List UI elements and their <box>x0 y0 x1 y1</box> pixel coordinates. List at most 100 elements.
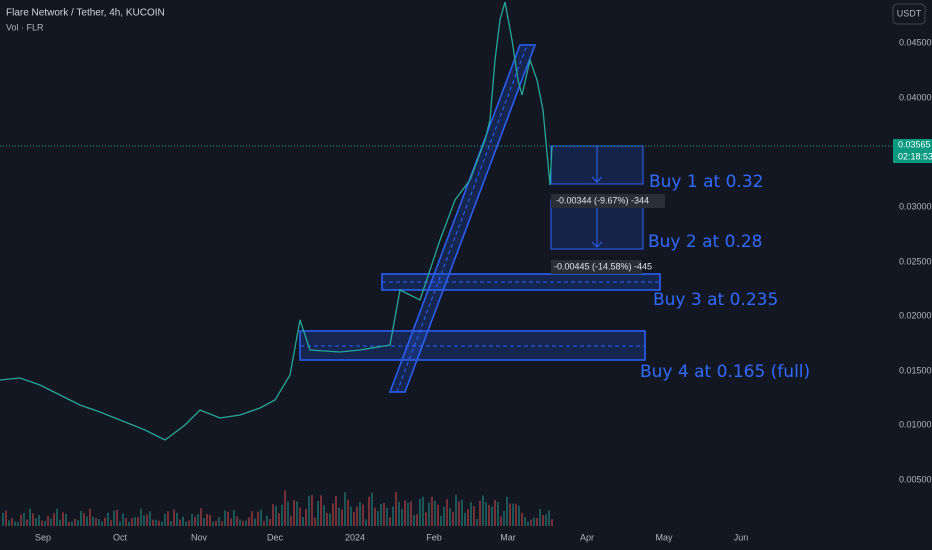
volume-bar <box>191 514 193 526</box>
volume-bar <box>344 492 346 526</box>
volume-bar <box>404 500 406 526</box>
time-label: Apr <box>580 532 594 542</box>
annotation: Buy 4 at 0.165 (full) <box>640 362 810 382</box>
volume-bar <box>464 512 466 526</box>
volume-bar <box>80 510 82 526</box>
volume-bar <box>236 516 238 526</box>
volume-bar <box>68 521 70 526</box>
volume-bar <box>338 507 340 526</box>
volume-bar <box>140 508 142 526</box>
volume-bar <box>479 500 481 526</box>
measure-label-box <box>551 194 665 208</box>
volume-bar <box>497 502 499 526</box>
price-label: 0.00500 <box>899 474 932 484</box>
volume-bar <box>182 516 184 526</box>
volume-bar <box>257 511 259 526</box>
volume-bar <box>50 518 52 526</box>
volume-bar <box>332 503 334 526</box>
volume-bar <box>260 509 262 526</box>
volume-bar <box>98 519 100 526</box>
volume-bar <box>263 521 265 526</box>
volume-bar <box>86 516 88 526</box>
time-label: May <box>655 532 673 542</box>
price-label: 0.04500 <box>899 37 932 47</box>
volume-bar <box>8 520 10 526</box>
volume-bar <box>47 515 49 526</box>
volume-bar <box>89 508 91 526</box>
volume-bar <box>356 506 358 526</box>
volume-bar <box>419 498 421 526</box>
currency[interactable]: USDT <box>897 8 922 18</box>
volume-bar <box>371 492 373 526</box>
volume-bar <box>527 521 529 526</box>
volume-bar <box>539 509 541 526</box>
volume-bar <box>185 521 187 526</box>
volume-bar <box>470 502 472 526</box>
time-label: Dec <box>267 532 284 542</box>
volume-bar <box>116 509 118 526</box>
volume-bar <box>194 516 196 526</box>
price-label: 0.01500 <box>899 365 932 375</box>
volume-bar <box>440 515 442 526</box>
volume-bar <box>170 521 172 526</box>
volume-bar <box>521 512 523 526</box>
volume-bar <box>467 509 469 526</box>
measurement: -0.00445 (-14.58%) -445 <box>554 261 652 271</box>
volume-bar <box>407 502 409 526</box>
volume-bar <box>110 520 112 526</box>
volume-bar <box>29 508 31 526</box>
volume-bar <box>401 509 403 526</box>
volume-bar <box>56 508 58 526</box>
volume-bar <box>350 506 352 526</box>
volume-bar <box>11 518 13 526</box>
channel-mid <box>396 44 528 393</box>
volume-bar <box>416 514 418 526</box>
time-label: Jun <box>734 532 749 542</box>
volume-bar <box>368 496 370 526</box>
volume-bar <box>317 501 319 526</box>
volume-bar <box>509 503 511 526</box>
annotation: Buy 1 at 0.32 <box>649 172 763 192</box>
volume-bar <box>410 501 412 526</box>
volume-bar <box>248 517 250 526</box>
volume-bar <box>428 502 430 526</box>
volume-bar <box>500 516 502 526</box>
time-label: Mar <box>500 532 516 542</box>
volume-bar <box>107 512 109 526</box>
volume-bar <box>518 505 520 526</box>
current-price: 0.03565 <box>898 139 931 149</box>
volume-bar <box>323 505 325 526</box>
volume-bar <box>38 514 40 526</box>
volume-bar <box>146 514 148 526</box>
volume-bar <box>143 515 145 526</box>
currency-button[interactable] <box>892 3 926 25</box>
volume-bar <box>494 500 496 526</box>
volume-bar <box>455 494 457 526</box>
volume-bar <box>71 521 73 526</box>
volume-bar <box>239 519 241 526</box>
volume-bar <box>314 517 316 526</box>
volume-bar <box>41 520 43 526</box>
volume-bar <box>206 513 208 526</box>
volume-bar <box>398 501 400 526</box>
price-label: 0.04000 <box>899 92 932 102</box>
time-label: Oct <box>113 532 128 542</box>
volume-bar <box>548 510 550 526</box>
volume-bar <box>155 519 157 526</box>
volume-bar <box>281 504 283 526</box>
volume-bar <box>389 517 391 526</box>
volume-bar <box>272 504 274 526</box>
volume-bar <box>266 515 268 526</box>
volume-bar <box>5 510 7 526</box>
volume-bar <box>59 519 61 526</box>
volume-bar <box>23 512 25 526</box>
volume-bar <box>347 499 349 526</box>
volume-bar <box>104 517 106 526</box>
volume-bar <box>383 502 385 526</box>
countdown: 02:18:53 <box>898 151 932 161</box>
annotation: Buy 3 at 0.235 <box>653 290 778 310</box>
volume-bar <box>515 503 517 526</box>
volume-bar <box>14 521 16 526</box>
volume-bar <box>485 502 487 526</box>
volume-bar <box>227 511 229 526</box>
